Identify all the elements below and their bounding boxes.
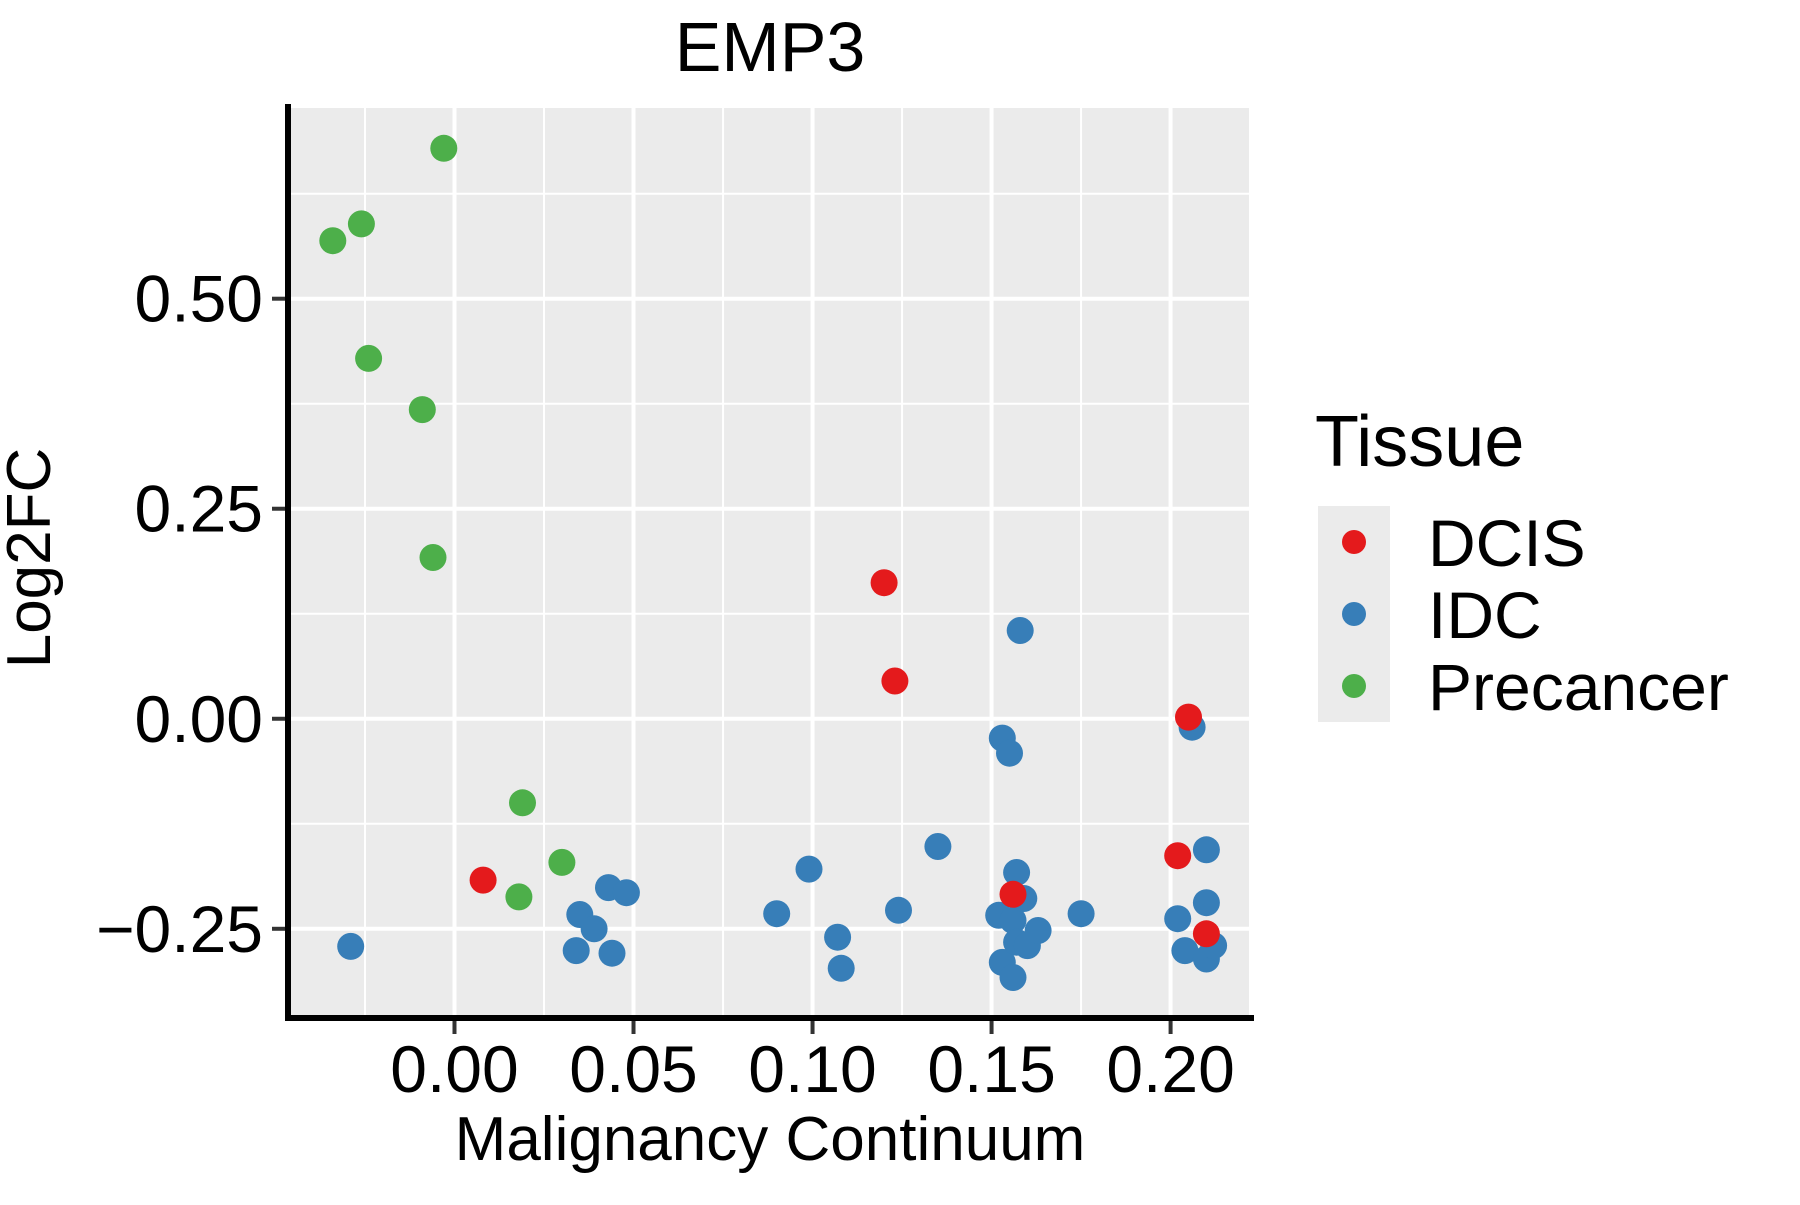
x-tick-mark (631, 1021, 636, 1034)
data-point-idc (924, 833, 952, 860)
data-point-idc (763, 900, 791, 928)
legend-title: Tissue (1315, 402, 1524, 482)
data-point-idc (827, 954, 855, 982)
legend-label: Precancer (1428, 650, 1729, 724)
tick-marks (272, 296, 1173, 1034)
data-point-idc (1067, 900, 1095, 928)
x-axis-spine (285, 1015, 1254, 1021)
y-tick-label: 0.25 (135, 472, 263, 546)
y-tick-mark (272, 716, 285, 721)
data-point-dcis (1175, 703, 1202, 731)
data-point-idc (562, 937, 590, 965)
legend-entry-dcis: DCIS (1318, 506, 1586, 580)
tick-labels: 0.00 0.05 0.10 0.15 0.20 0.50 0.25 0.00 −0.25 (96, 262, 1235, 1106)
data-point-precancer (408, 396, 436, 424)
data-point-idc (612, 879, 640, 907)
x-tick-label: 0.15 (927, 1032, 1055, 1106)
y-tick-mark (272, 926, 285, 931)
data-point-precancer (355, 344, 383, 372)
y-tick-mark (272, 506, 285, 511)
data-point-idc (999, 964, 1027, 991)
data-point-idc (824, 923, 852, 951)
data-point-dcis (881, 667, 909, 695)
data-point-idc (1003, 859, 1031, 886)
legend-entry-precancer: Precancer (1318, 650, 1729, 724)
data-point-dcis (999, 880, 1027, 908)
x-axis-label: Malignancy Continuum (455, 1105, 1086, 1174)
y-axis-label: Log2FC (0, 448, 64, 669)
y-axis-spine (285, 104, 291, 1021)
data-point-precancer (505, 883, 533, 911)
x-tick-mark (1168, 1021, 1173, 1034)
data-point-precancer (430, 134, 458, 162)
data-point-idc (1171, 937, 1199, 965)
data-point-precancer (319, 227, 347, 255)
data-point-idc (996, 739, 1023, 767)
data-point-idc (999, 906, 1027, 934)
major-gridlines (288, 108, 1249, 1017)
legend-label: IDC (1428, 578, 1542, 652)
x-tick-label: 0.00 (390, 1032, 518, 1106)
data-point-dcis (469, 866, 497, 894)
legend-swatch-precancer-icon (1342, 674, 1366, 698)
data-point-precancer (347, 210, 375, 238)
data-point-precancer (548, 848, 576, 876)
y-tick-label: 0.50 (135, 262, 263, 336)
x-tick-mark (810, 1021, 815, 1034)
x-tick-label: 0.20 (1106, 1032, 1234, 1106)
data-point-idc (1192, 836, 1220, 864)
panel (288, 108, 1249, 1017)
x-tick-mark (452, 1021, 457, 1034)
data-point-dcis (1164, 842, 1192, 870)
panel-background (288, 108, 1249, 1017)
y-tick-mark (272, 296, 285, 301)
data-point-dcis (1192, 920, 1220, 948)
points-layer (319, 134, 1228, 991)
data-point-dcis (870, 569, 898, 597)
legend-swatch-dcis-icon (1342, 530, 1366, 554)
x-tick-label: 0.05 (569, 1032, 697, 1106)
legend-label: DCIS (1428, 506, 1586, 580)
data-point-idc (1164, 905, 1192, 933)
data-point-idc (885, 896, 912, 924)
x-tick-mark (989, 1021, 994, 1034)
axis-spines (285, 104, 1254, 1021)
data-point-idc (1024, 917, 1052, 944)
data-point-idc (1006, 617, 1034, 644)
legend-entry-idc: IDC (1318, 578, 1542, 652)
data-point-idc (795, 855, 823, 883)
x-tick-label: 0.10 (748, 1032, 876, 1106)
data-point-precancer (419, 544, 447, 571)
plot-title: EMP3 (675, 8, 866, 86)
minor-gridlines (288, 108, 1249, 1017)
data-point-idc (598, 939, 626, 967)
data-point-idc (1192, 889, 1220, 917)
data-point-idc (580, 915, 608, 943)
data-point-precancer (509, 789, 536, 817)
y-tick-label: 0.00 (135, 682, 263, 756)
legend-swatch-idc-icon (1342, 602, 1366, 626)
data-point-idc (337, 932, 365, 960)
y-tick-label: −0.25 (96, 892, 263, 966)
